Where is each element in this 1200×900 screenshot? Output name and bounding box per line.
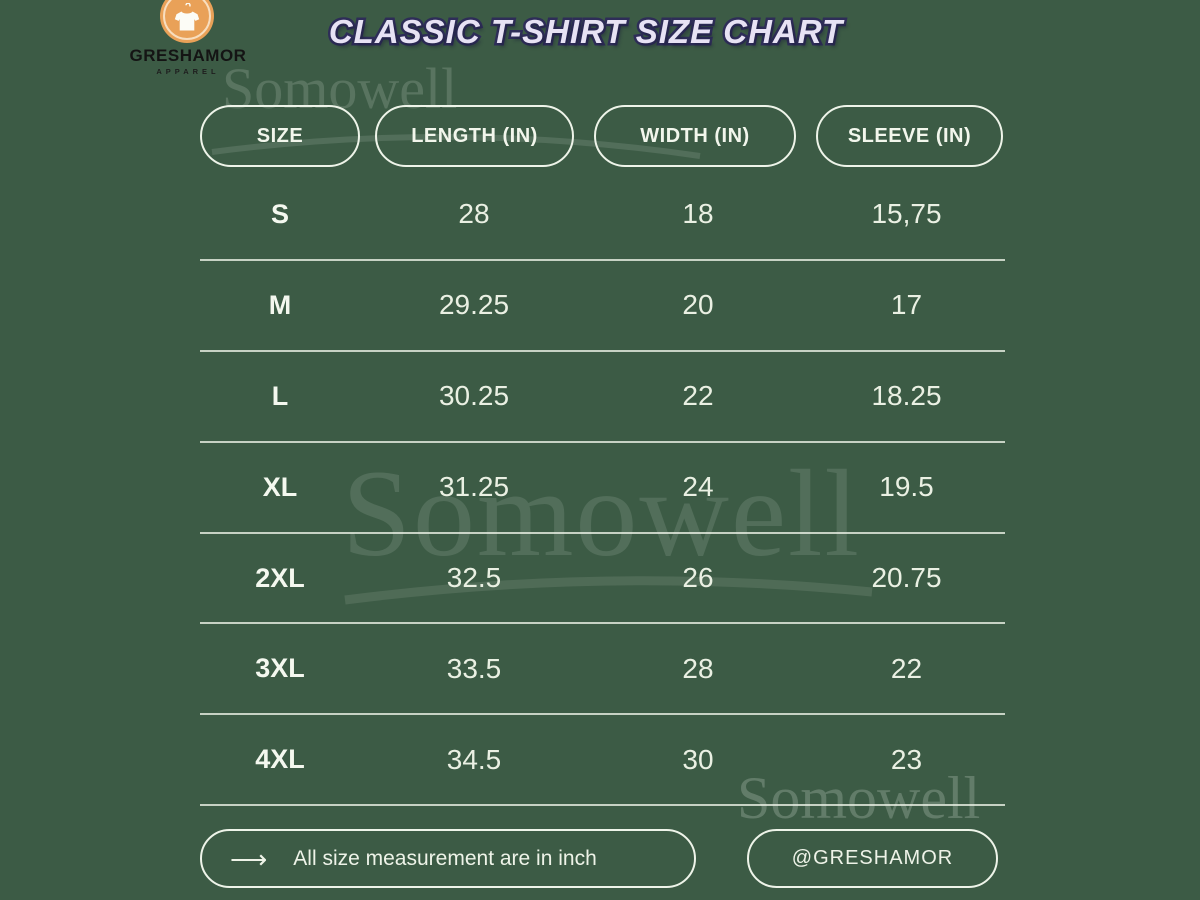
table-row-m: M 29.25 20 17	[200, 261, 1005, 352]
width-cell: 26	[682, 562, 714, 593]
width-cell: 30	[682, 743, 714, 775]
size-cell: XL	[262, 471, 298, 502]
sleeve-cell: 17	[890, 289, 923, 321]
page-title: CLASSIC T-SHIRT SIZE CHART	[326, 11, 844, 53]
sleeve-cell: 18.25	[871, 380, 942, 412]
social-handle-text: @GRESHAMOR	[791, 847, 954, 869]
length-cell: 29.25	[438, 289, 510, 321]
table-row-2xl: 2XL 32.5 26 20.75	[200, 534, 1005, 625]
size-cell: M	[268, 289, 292, 320]
column-header-width-label: WIDTH (IN)	[640, 124, 750, 147]
table-row-4xl: 4XL 34.5 30 23	[200, 715, 1005, 807]
column-header-size: SIZE	[200, 105, 360, 167]
size-table: S 28 18 15,75 M 29.25 20 17 L 30.25 22 1…	[200, 170, 1005, 807]
size-cell: 2XL	[255, 562, 305, 593]
width-cell: 18	[682, 198, 714, 230]
table-row-s: S 28 18 15,75	[200, 170, 1005, 261]
sleeve-cell: 20.75	[871, 562, 942, 593]
brand-logo-badge	[160, 0, 214, 43]
sleeve-cell: 19.5	[879, 471, 934, 503]
size-cell: 4XL	[255, 744, 305, 775]
brand-subtitle: APPAREL	[156, 67, 220, 76]
social-handle-pill: @GRESHAMOR	[747, 829, 998, 888]
length-cell: 34.5	[446, 743, 502, 775]
width-cell: 24	[682, 471, 714, 503]
length-cell: 30.25	[438, 380, 510, 412]
column-header-length: LENGTH (IN)	[375, 105, 574, 167]
tshirt-icon	[174, 3, 200, 31]
length-cell: 32.5	[446, 562, 502, 593]
width-cell: 28	[682, 652, 714, 684]
sleeve-cell: 15,75	[871, 198, 942, 230]
measurement-note-text: All size measurement are in inch	[293, 846, 597, 870]
table-row-3xl: 3XL 33.5 28 22	[200, 624, 1005, 716]
size-cell: S	[270, 198, 289, 229]
size-cell: 3XL	[255, 653, 305, 684]
right-arrow-icon: ⟶	[230, 843, 268, 874]
sleeve-cell: 23	[890, 743, 923, 775]
length-cell: 33.5	[446, 652, 502, 684]
column-header-width: WIDTH (IN)	[594, 105, 796, 167]
width-cell: 20	[682, 289, 714, 321]
column-header-sleeve-label: SLEEVE (IN)	[847, 124, 972, 147]
column-header-length-label: LENGTH (IN)	[411, 124, 538, 147]
size-cell: L	[271, 380, 289, 411]
length-cell: 28	[458, 198, 490, 230]
table-row-l: L 30.25 22 18.25	[200, 352, 1005, 443]
table-row-xl: XL 31.25 24 19.5	[200, 443, 1005, 534]
column-header-sleeve: SLEEVE (IN)	[816, 105, 1003, 167]
column-header-size-label: SIZE	[256, 124, 304, 147]
measurement-note-pill: ⟶ All size measurement are in inch	[200, 829, 696, 888]
brand-name: GRESHAMOR	[129, 46, 247, 65]
sleeve-cell: 22	[890, 652, 923, 684]
length-cell: 31.25	[438, 471, 510, 503]
width-cell: 22	[682, 380, 714, 412]
